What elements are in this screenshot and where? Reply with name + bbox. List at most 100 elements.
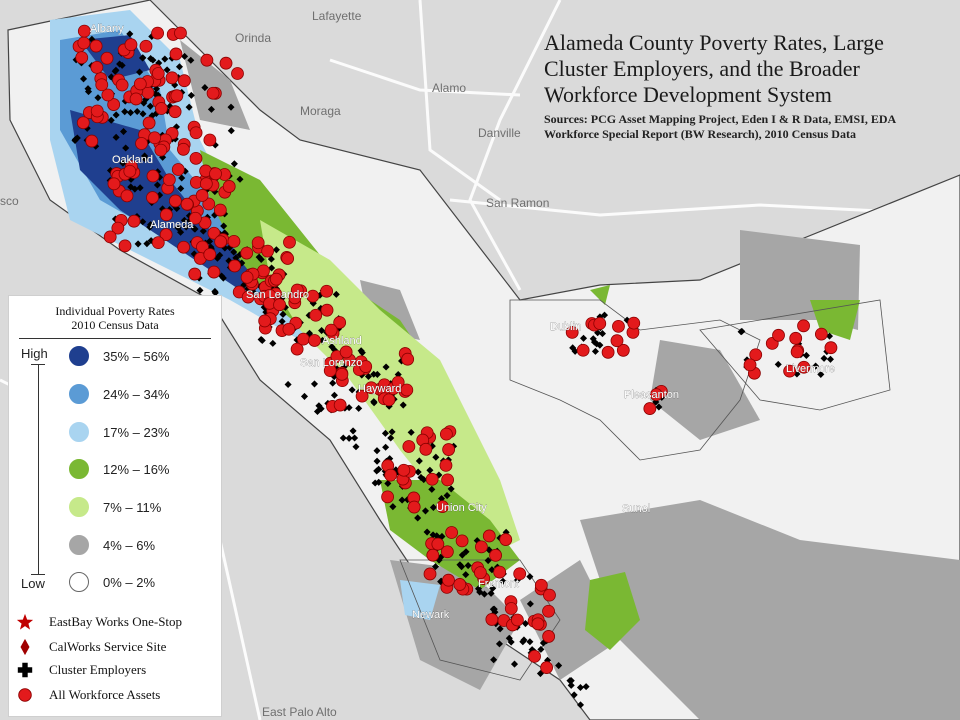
workforce-asset-marker [174,26,187,40]
workforce-asset-marker [453,578,467,591]
workforce-asset-marker [783,364,797,378]
cluster-employer-marker [820,354,828,362]
place-label-moraga: Moraga [300,104,341,118]
workforce-asset-marker [111,221,125,235]
workforce-asset-marker [95,78,109,92]
workforce-asset-marker [177,74,191,88]
cluster-employer-marker [384,479,392,487]
cluster-employer-marker [269,339,277,347]
cluster-employer-marker [211,289,219,297]
workforce-asset-marker [159,208,173,222]
legend-divider [19,338,211,339]
legend-title-line-2: 2010 Census Data [71,318,159,332]
cluster-employer-marker [220,222,228,230]
cluster-employer-marker [187,91,195,99]
cluster-employer-marker [73,134,81,142]
cluster-employer-marker [121,108,129,116]
legend-class-0: 35% – 56% [69,344,170,368]
city-label-san-lorenzo: San Lorenzo [300,357,362,369]
cluster-employer-marker [207,105,215,113]
workforce-asset-marker [251,236,265,250]
cluster-employer-marker [345,434,353,442]
cluster-employer-marker [185,103,193,111]
workforce-asset-marker [542,630,556,643]
workforce-asset-marker [643,402,657,415]
cluster-employer-marker [474,585,483,593]
cluster-employer-marker [111,67,119,75]
city-label-albany: Albany [90,23,124,35]
workforce-asset-marker [296,332,310,346]
workforce-asset-marker [258,314,272,328]
city-label-sunol: Sunol [622,503,650,515]
cluster-employer-marker [332,290,340,298]
cluster-employer-marker [348,386,356,394]
workforce-asset-marker [534,578,548,592]
cluster-employer-marker [177,228,185,236]
workforce-asset-marker [171,163,185,176]
legend-swatch-2 [69,422,89,442]
cluster-employer-marker [182,223,190,231]
cluster-employer-marker [330,391,338,399]
cluster-employer-marker [375,478,383,486]
cluster-employer-marker [567,681,575,689]
cluster-employer-marker [181,52,189,60]
workforce-asset-marker [154,143,168,157]
workforce-asset-marker [320,284,334,298]
cluster-employer-marker [272,246,280,254]
workforce-asset-marker [195,189,209,202]
workforce-asset-marker [499,533,513,546]
workforce-asset-marker [273,298,286,312]
cluster-employer-marker [161,55,169,63]
cluster-employer-marker [257,255,265,263]
workforce-asset-marker [323,364,337,378]
workforce-asset-marker [485,613,499,626]
cluster-employer-marker [526,638,534,646]
legend-symbol-label: All Workforce Assets [49,687,161,702]
cluster-employer-marker [345,404,353,412]
workforce-asset-marker [445,526,459,539]
legend-scale-tick-bottom [31,574,45,575]
cluster-employer-marker [826,355,834,363]
legend-symbol-assets: All Workforce Assets [15,685,160,705]
workforce-asset-marker [540,661,554,674]
cluster-employer-marker [136,68,144,76]
workforce-asset-marker [154,102,168,115]
workforce-asset-marker [565,325,579,339]
cluster-employer-marker [358,349,366,357]
workforce-asset-marker [419,442,433,456]
cluster-employer-marker [279,310,287,318]
legend-scale-line [38,364,39,574]
place-label-san-ramon: San Ramon [486,196,549,210]
workforce-asset-marker [309,308,323,322]
workforce-asset-marker [101,88,115,102]
map-sources: Sources: PCG Asset Mapping Project, Eden… [544,112,896,141]
cluster-employer-marker [490,605,498,613]
city-label-ashland: Ashland [322,335,362,347]
star-icon [15,612,35,632]
cluster-employer-marker [153,181,161,189]
workforce-asset-marker [439,458,453,472]
cluster-employer-marker [317,405,325,413]
workforce-asset-marker [123,164,137,178]
workforce-asset-marker [772,328,785,342]
workforce-asset-marker [333,316,347,329]
place-label-sco: sco [0,194,19,208]
cluster-employer-marker [414,514,422,522]
workforce-asset-marker [797,319,810,333]
legend-class-label: 12% – 16% [103,461,170,477]
cluster-employer-marker [163,66,171,74]
map-title: Alameda County Poverty Rates, Large Clus… [544,30,884,107]
city-label-hayward: Hayward [358,383,401,395]
cluster-employer-marker [582,683,590,691]
workforce-asset-marker [76,116,90,130]
cluster-employer-marker [310,380,319,388]
workforce-asset-marker [324,323,338,337]
legend-swatch-5 [69,535,89,555]
cluster-employer-marker [579,334,588,342]
city-label-pleasanton: Pleasanton [624,389,679,401]
cluster-employer-marker [227,103,235,111]
workforce-asset-marker [743,358,757,372]
cluster-employer-marker [122,144,130,152]
cluster-employer-marker [119,159,127,167]
cluster-employer-marker [429,531,437,539]
